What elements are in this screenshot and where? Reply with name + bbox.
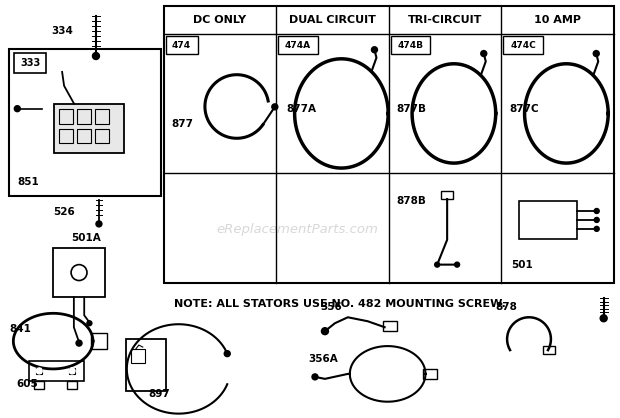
- Bar: [54, 104, 124, 153]
- Text: eReplacementParts.com: eReplacementParts.com: [217, 223, 379, 236]
- Text: DUAL CIRCUIT: DUAL CIRCUIT: [289, 15, 376, 25]
- Circle shape: [593, 51, 600, 56]
- Text: 526: 526: [53, 207, 75, 217]
- Bar: [9, 49, 161, 196]
- Bar: [164, 6, 614, 283]
- Circle shape: [594, 209, 599, 214]
- Bar: [14, 53, 46, 73]
- Bar: [278, 36, 318, 54]
- Bar: [69, 368, 75, 374]
- Text: 877B: 877B: [397, 104, 427, 114]
- Circle shape: [454, 262, 459, 267]
- Bar: [95, 129, 109, 143]
- Bar: [383, 321, 397, 331]
- Circle shape: [272, 104, 278, 110]
- Circle shape: [435, 262, 440, 267]
- Text: 501: 501: [511, 260, 533, 270]
- Bar: [126, 339, 166, 391]
- Bar: [53, 248, 105, 298]
- Circle shape: [312, 374, 318, 380]
- Text: 897: 897: [149, 389, 170, 399]
- Circle shape: [480, 51, 487, 56]
- Bar: [29, 361, 84, 381]
- Bar: [519, 201, 577, 239]
- Text: 474: 474: [172, 41, 191, 50]
- Text: NOTE: ALL STATORS USE NO. 482 MOUNTING SCREW.: NOTE: ALL STATORS USE NO. 482 MOUNTING S…: [174, 299, 505, 309]
- Text: DC ONLY: DC ONLY: [193, 15, 247, 25]
- Text: 474A: 474A: [285, 41, 311, 50]
- Circle shape: [224, 351, 230, 357]
- Bar: [91, 333, 107, 349]
- Text: TRI-CIRCUIT: TRI-CIRCUIT: [408, 15, 482, 25]
- Text: 334: 334: [51, 26, 73, 36]
- Text: 877A: 877A: [286, 104, 316, 114]
- Bar: [67, 381, 77, 389]
- Text: 501A: 501A: [71, 233, 101, 243]
- Text: 878: 878: [495, 302, 517, 312]
- Circle shape: [594, 227, 599, 231]
- Bar: [441, 191, 453, 199]
- Bar: [59, 109, 73, 124]
- Circle shape: [69, 368, 75, 374]
- Text: 474B: 474B: [397, 41, 423, 50]
- Text: 356: 356: [320, 302, 342, 312]
- Circle shape: [594, 217, 599, 222]
- Text: 10 AMP: 10 AMP: [534, 15, 581, 25]
- Bar: [503, 36, 543, 54]
- Circle shape: [14, 106, 20, 112]
- Bar: [423, 369, 438, 379]
- Circle shape: [600, 315, 607, 322]
- Text: 878B: 878B: [397, 196, 427, 206]
- Text: 841: 841: [9, 324, 31, 334]
- Bar: [95, 109, 109, 124]
- Bar: [131, 349, 144, 363]
- Circle shape: [92, 53, 99, 59]
- Bar: [77, 109, 91, 124]
- Circle shape: [87, 321, 92, 326]
- Bar: [59, 129, 73, 143]
- Text: 474C: 474C: [510, 41, 536, 50]
- Text: 851: 851: [17, 177, 39, 187]
- Circle shape: [371, 47, 378, 53]
- Text: 356A: 356A: [308, 354, 338, 364]
- Text: 333: 333: [20, 58, 40, 68]
- Bar: [77, 129, 91, 143]
- Text: 605: 605: [16, 379, 38, 389]
- Text: 877: 877: [172, 119, 193, 129]
- Circle shape: [96, 221, 102, 227]
- Circle shape: [321, 328, 329, 335]
- Circle shape: [76, 340, 82, 346]
- Bar: [34, 381, 44, 389]
- Bar: [391, 36, 430, 54]
- Circle shape: [36, 368, 42, 374]
- Bar: [166, 36, 198, 54]
- Bar: [543, 346, 555, 354]
- Bar: [36, 368, 42, 374]
- Text: 877C: 877C: [509, 104, 539, 114]
